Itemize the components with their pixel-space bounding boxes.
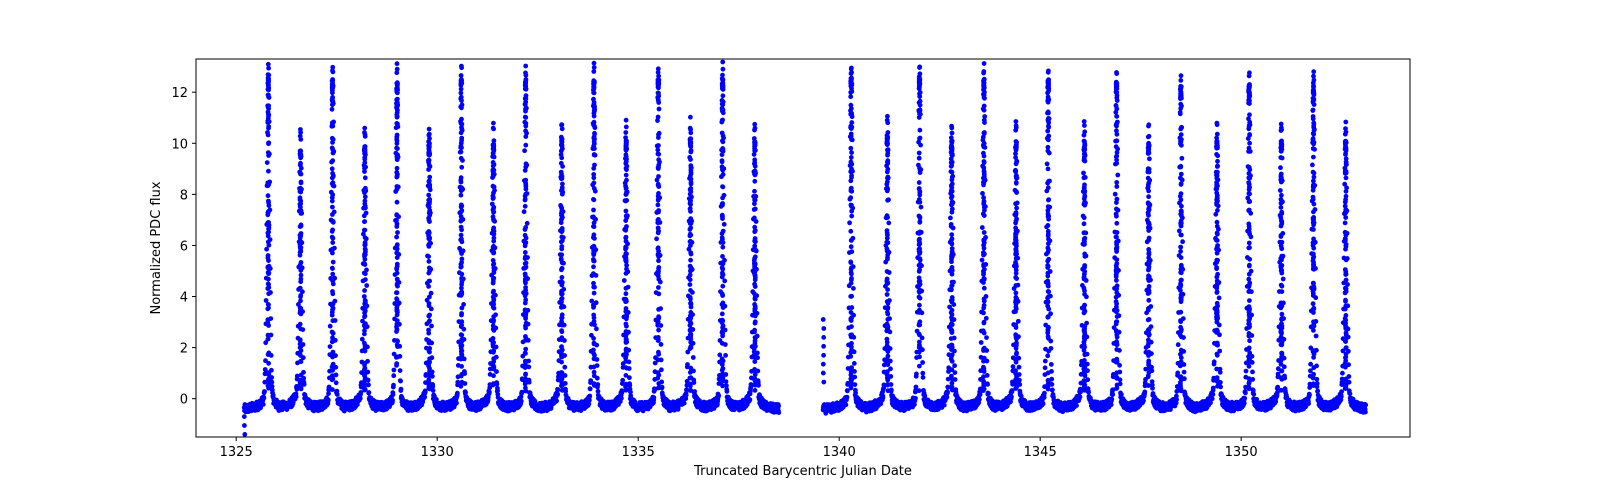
x-tick-label: 1330 — [421, 445, 454, 460]
data-points — [241, 59, 1369, 437]
plot-area — [241, 59, 1369, 437]
y-tick-label: 6 — [180, 239, 188, 254]
y-tick-label: 10 — [171, 137, 188, 152]
y-axis: 0 2 4 6 8 10 12 — [171, 86, 196, 408]
x-tick-label: 1350 — [1225, 445, 1258, 460]
y-tick-label: 8 — [180, 188, 188, 203]
x-tick-label: 1335 — [622, 445, 655, 460]
x-axis-label: Truncated Barycentric Julian Date — [693, 464, 912, 479]
x-tick-label: 1340 — [823, 445, 856, 460]
y-tick-label: 12 — [171, 86, 188, 101]
y-tick-label: 4 — [180, 291, 188, 306]
y-tick-label: 0 — [180, 393, 188, 408]
y-axis-label: Normalized PDC flux — [149, 181, 164, 314]
y-tick-label: 2 — [180, 342, 188, 357]
x-axis: 1325 1330 1335 1340 1345 1350 — [220, 437, 1258, 460]
x-tick-label: 1325 — [220, 445, 253, 460]
x-tick-label: 1345 — [1024, 445, 1057, 460]
axes-frame — [195, 58, 1411, 438]
